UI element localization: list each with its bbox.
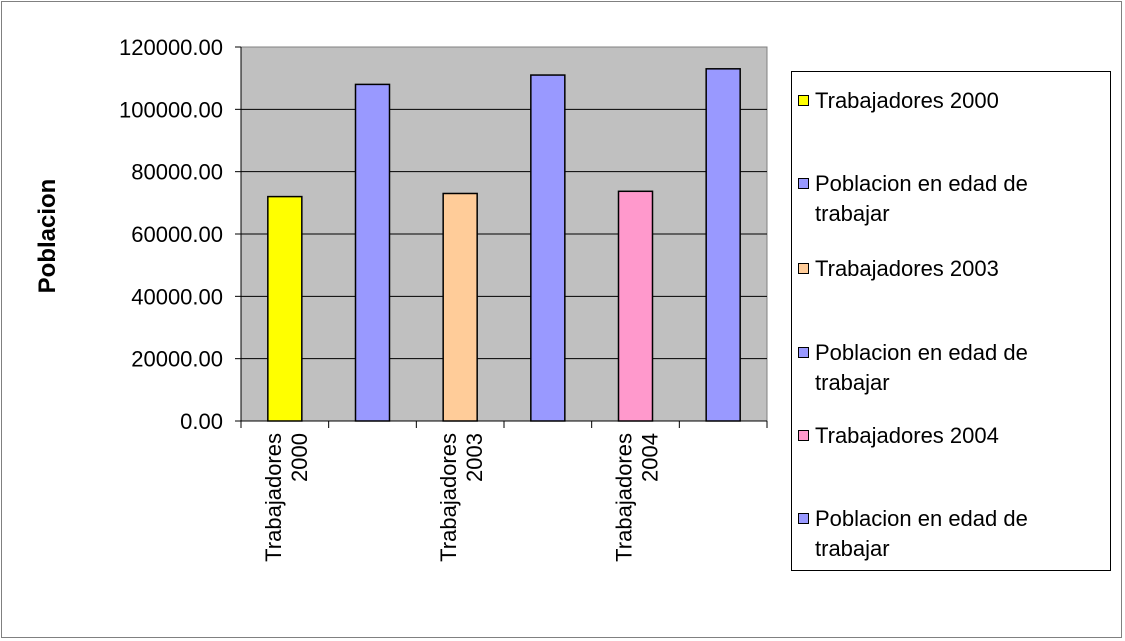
legend-swatch: [798, 95, 809, 106]
x-tick-label: Trabajadores2003: [436, 433, 487, 562]
y-tick-label: 60000.00: [131, 222, 223, 247]
legend-swatch: [798, 178, 809, 189]
gridlines: [241, 108, 767, 360]
bar-2: [354, 83, 391, 422]
y-tick-label: 80000.00: [131, 160, 223, 185]
bar-6: [705, 68, 741, 422]
legend-swatch: [798, 430, 809, 441]
legend-swatch: [798, 263, 809, 274]
legend-label: Poblacion en edad de trabajar: [815, 340, 1028, 395]
bar-3: [442, 192, 478, 422]
x-tick-label: Trabajadores2000: [261, 433, 312, 562]
y-tick-label: 40000.00: [131, 284, 223, 309]
bar-5: [617, 190, 654, 422]
x-tick-label: Trabajadores2004: [612, 433, 663, 562]
bar-1: [267, 195, 303, 422]
axes: 0.00 20000.00 40000.00 60000.00 80000.00 1000…: [119, 35, 768, 562]
y-tick-label: 0.00: [180, 409, 223, 434]
legend-label: Trabajadores 2003: [815, 256, 999, 281]
legend: Trabajadores 2000 Poblacion en edad de tr…: [791, 71, 1111, 571]
y-tick-label: 100000.00: [119, 97, 223, 122]
bar-4: [530, 74, 566, 422]
legend-label: Trabajadores 2000: [815, 88, 999, 113]
bars: [267, 68, 741, 422]
legend-label: Poblacion en edad de trabajar: [815, 171, 1028, 226]
legend-label: Trabajadores 2004: [815, 423, 999, 448]
y-tick-label: 120000.00: [119, 35, 223, 60]
y-axis-title: Poblacion: [34, 179, 61, 294]
legend-swatch: [798, 513, 809, 524]
legend-swatch: [798, 347, 809, 358]
y-tick-label: 20000.00: [131, 347, 223, 372]
legend-label: Poblacion en edad de trabajar: [815, 506, 1028, 561]
